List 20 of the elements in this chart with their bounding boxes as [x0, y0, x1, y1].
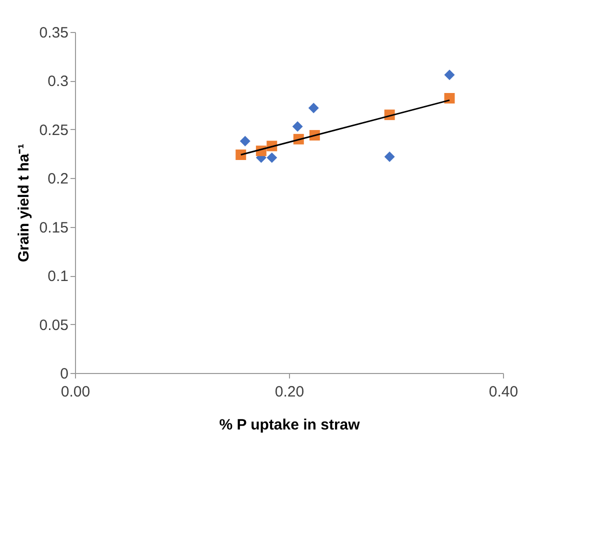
point: [292, 121, 303, 132]
point: [308, 102, 319, 114]
y-tick-label: 0: [60, 366, 68, 382]
y-axis-title: Grain yield t ha⁻¹: [15, 144, 32, 262]
point: [266, 152, 278, 163]
y-tick-label: 0.35: [39, 24, 68, 42]
point: [384, 151, 395, 162]
y-tick-label: 0.2: [48, 170, 68, 188]
point: [236, 150, 246, 160]
y-tick-label: 0.25: [39, 122, 68, 139]
x-tick-label: 0.20: [274, 384, 304, 400]
y-tick-label: 0.3: [48, 73, 68, 90]
y-tick-label: 0.15: [39, 219, 68, 236]
y-tick-label: 0.05: [39, 316, 68, 334]
point: [444, 70, 455, 80]
x-axis-title: % P uptake in straw: [219, 416, 360, 434]
x-tick-label: 0.00: [60, 384, 90, 400]
x-tick-label: 0.40: [488, 384, 518, 400]
point: [240, 136, 250, 146]
y-tick-label: 0.1: [48, 268, 68, 286]
